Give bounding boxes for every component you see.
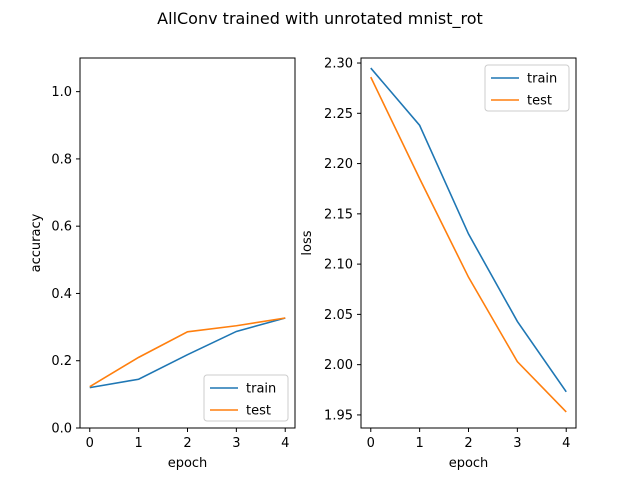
loss-y-tick-label: 2.15 (324, 207, 353, 222)
loss-x-tick-label: 1 (415, 436, 423, 451)
loss-x-axis-label: epoch (449, 456, 489, 471)
accuracy-x-tick-label: 3 (232, 436, 240, 451)
accuracy-legend: train test (203, 374, 289, 422)
loss-y-tick-label: 1.95 (324, 408, 353, 423)
accuracy-x-tick-label: 4 (281, 436, 289, 451)
loss-axes-frame (360, 57, 577, 429)
loss-legend: train test (484, 64, 570, 112)
loss-y-tick-label: 2.10 (324, 258, 353, 273)
accuracy-x-tick-label: 0 (86, 436, 94, 451)
accuracy-y-axis-label: accuracy (29, 213, 44, 272)
loss-y-tick-label: 2.05 (324, 308, 353, 323)
accuracy-subplot: 0 1 2 3 4 0.0 0.2 0.4 0.6 0.8 1.0 epoch accuracy trai… (29, 57, 296, 471)
loss-subplot: 0 1 2 3 4 1.95 2.00 2.05 2.10 2.15 2.20 2.25 2.30 epo… (300, 57, 577, 471)
accuracy-x-tick-label: 2 (183, 436, 191, 451)
accuracy-y-tick-label: 0.4 (51, 287, 72, 302)
accuracy-y-tick-label: 0.2 (51, 354, 72, 369)
accuracy-y-tick-label: 1.0 (51, 85, 72, 100)
accuracy-x-axis-label: epoch (168, 456, 208, 471)
loss-y-tick-label: 2.30 (324, 57, 353, 72)
loss-legend-label-test: test (527, 94, 552, 109)
accuracy-legend-label-test: test (246, 404, 271, 419)
loss-x-tick-label: 3 (513, 436, 521, 451)
loss-y-tick-label: 2.00 (324, 358, 353, 373)
loss-y-tick-label: 2.20 (324, 157, 353, 172)
accuracy-y-tick-label: 0.0 (51, 422, 72, 437)
subplots: 0 1 2 3 4 0.0 0.2 0.4 0.6 0.8 1.0 epoch accuracy trai… (29, 57, 577, 471)
loss-x-tick-label: 0 (367, 436, 375, 451)
loss-x-tick-label: 2 (464, 436, 472, 451)
loss-y-axis-label: loss (300, 230, 315, 255)
loss-series-test-line (370, 76, 567, 413)
accuracy-y-tick-label: 0.8 (51, 152, 72, 167)
accuracy-legend-label-train: train (246, 382, 276, 397)
loss-series-train-line (370, 67, 567, 393)
accuracy-x-tick-label: 1 (134, 436, 142, 451)
loss-x-tick-label: 4 (562, 436, 570, 451)
accuracy-y-tick-label: 0.6 (51, 220, 72, 235)
loss-legend-label-train: train (527, 72, 557, 87)
figure-title: AllConv trained with unrotated mnist_rot (157, 9, 483, 29)
loss-y-tick-label: 2.25 (324, 107, 353, 122)
